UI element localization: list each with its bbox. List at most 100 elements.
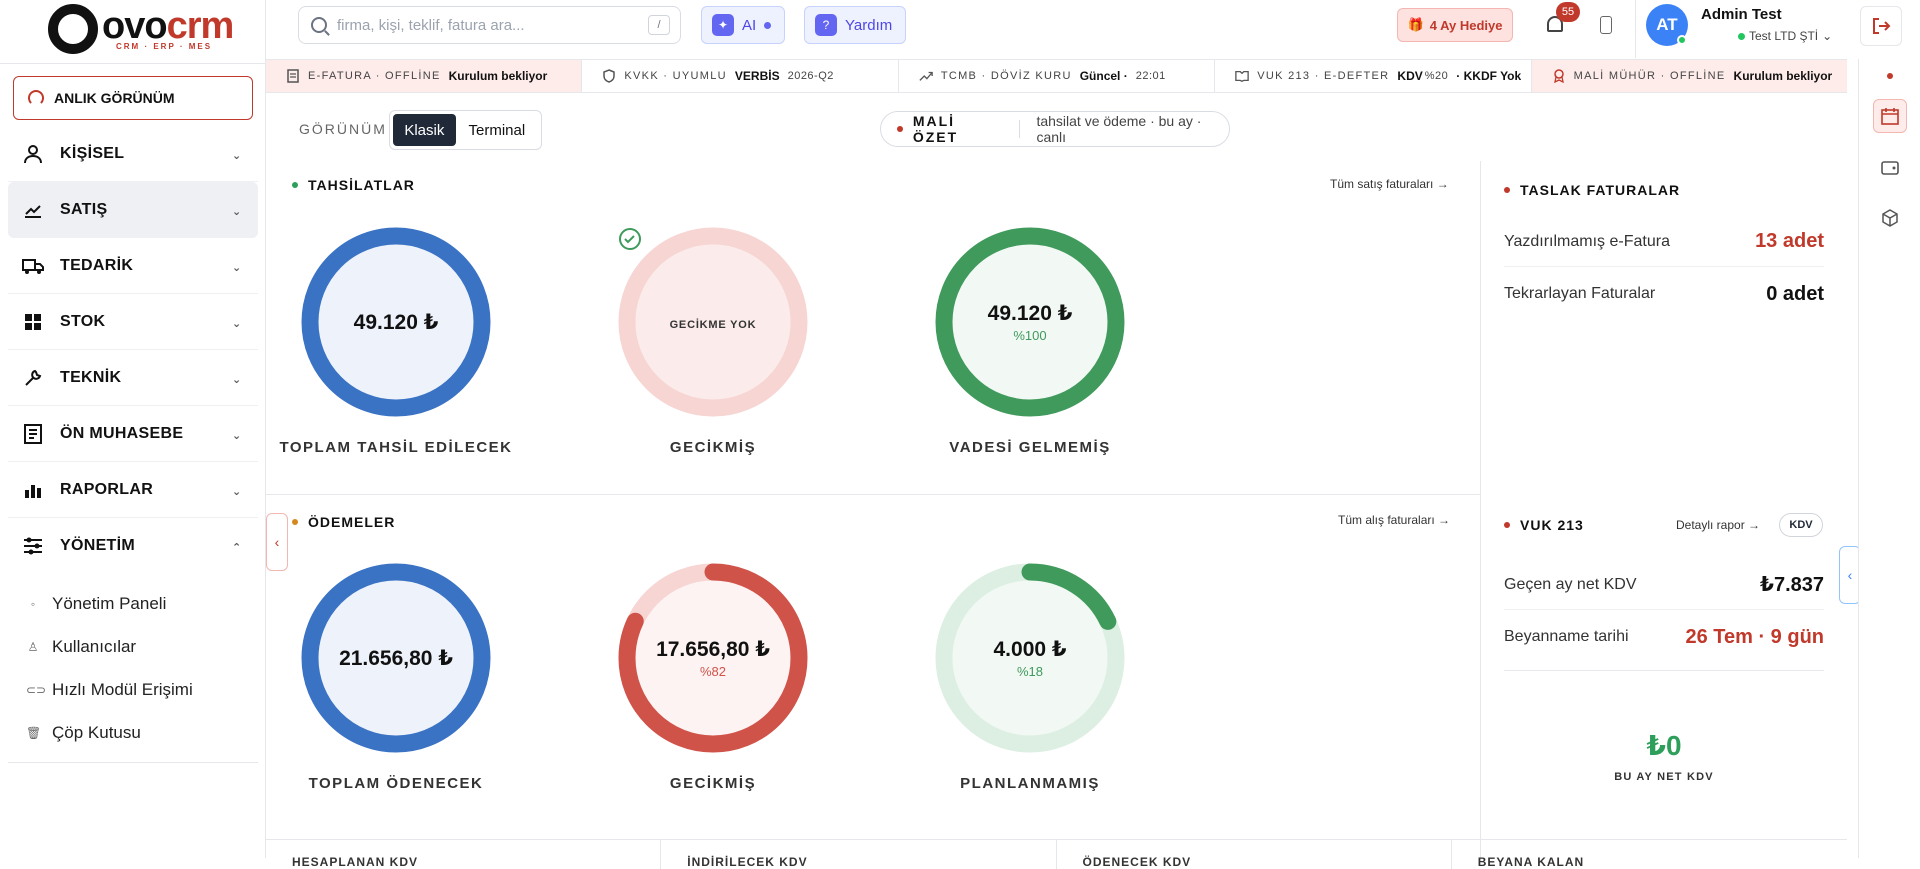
person-icon [22, 143, 44, 165]
online-status-dot [1677, 35, 1687, 45]
package-button[interactable] [1873, 201, 1907, 235]
donut-inner-fill [318, 244, 474, 400]
bar-chart-icon [22, 479, 44, 501]
chevron-left-icon: ‹ [274, 534, 280, 550]
help-label: Yardım [845, 16, 893, 34]
status-kvkk[interactable]: KVKK · UYUMLU VERBİS 2026-Q2 [582, 60, 899, 92]
search-box[interactable]: / [298, 6, 681, 44]
payments-title: ÖDEMELER [292, 514, 395, 530]
calendar-button[interactable] [1873, 99, 1907, 133]
sidebar-item-raporlar[interactable]: RAPORLAR ⌄ [8, 462, 258, 518]
brand-logo[interactable]: ovocrm CRM · ERP · MES [48, 2, 234, 58]
sidebar-item-on-muhasebe[interactable]: ÖN MUHASEBE ⌄ [8, 406, 258, 462]
ledger-icon [22, 423, 44, 445]
view-option-terminal[interactable]: Terminal [468, 121, 526, 139]
donut-chart[interactable]: 21.656,80 ₺ [301, 563, 491, 753]
donut-center: 49.120 ₺ [301, 227, 491, 417]
donut-label: PLANLANMAMIŞ [960, 775, 1100, 792]
donut-chart[interactable]: 17.656,80 ₺ %82 [618, 563, 808, 753]
donut-svg [935, 563, 1125, 753]
draft-row-unprinted[interactable]: Yazdırılmamış e-Fatura 13 adet [1504, 217, 1824, 267]
donut-svg [301, 227, 491, 417]
chevron-down-icon: ⌄ [232, 205, 242, 218]
sidebar-item-teknik[interactable]: TEKNİK ⌄ [8, 350, 258, 406]
donut-center: 49.120 ₺ %100 [935, 227, 1125, 417]
rail-indicator-dot [1887, 73, 1893, 79]
wallet-button[interactable] [1873, 151, 1907, 185]
sidebar-item-stok[interactable]: STOK ⌄ [8, 294, 258, 350]
submenu-item-yonetim-paneli[interactable]: ◦ Yönetim Paneli [8, 582, 258, 625]
sidebar-nav: KİŞİSEL ⌄ SATIŞ ⌄ TEDARİK ⌄ STOK ⌄ TEKNİ… [8, 126, 258, 763]
all-sales-invoices-link[interactable]: Tüm satış faturaları → [1330, 177, 1449, 191]
current-month-net-vat-label: BU AY NET KDV [1614, 771, 1714, 783]
donut-label: VADESİ GELMEMİŞ [949, 439, 1111, 456]
view-toggle: Klasik Terminal [389, 110, 542, 150]
quick-view-button[interactable]: ANLIK GÖRÜNÜM [13, 76, 253, 120]
sidebar-item-yonetim[interactable]: YÖNETİM ⌃ [8, 518, 258, 574]
help-button[interactable]: ? Yardım [804, 6, 906, 44]
donut-center: 4.000 ₺ %18 [935, 563, 1125, 753]
logo-wordmark: ovocrm [102, 5, 234, 47]
donut-track [301, 563, 491, 753]
status-mali-muhur[interactable]: MALİ MÜHÜR · OFFLİNE Kurulum bekliyor [1531, 60, 1848, 92]
toggle-icon: ⊂⊃ [26, 682, 47, 697]
seal-icon [1552, 69, 1566, 83]
search-input[interactable] [337, 16, 637, 34]
truck-icon [22, 255, 44, 277]
ai-button[interactable]: ✦ AI [701, 6, 785, 44]
donut-value: 21.656,80 ₺ [339, 646, 453, 670]
donut-chart[interactable]: 49.120 ₺ [301, 227, 491, 417]
logo-ring-icon [48, 4, 98, 54]
submenu-item-kullanicilar[interactable]: ♙ Kullanıcılar [27, 636, 137, 656]
summary-subtitle: tahsilat ve ödeme · bu ay · canlı [1036, 113, 1202, 145]
status-tcmb[interactable]: TCMB · DÖVİZ KURU Güncel · 22:01 [899, 60, 1216, 92]
gift-label: 4 Ay Hediye [1429, 17, 1503, 33]
logout-button[interactable] [1860, 6, 1902, 46]
submenu-item-hizli-modul[interactable]: ⊂⊃ Hızlı Modül Erişimi [26, 679, 193, 699]
vat-calculated-header: HESAPLANAN KDV [266, 840, 662, 869]
avatar[interactable]: AT [1646, 4, 1688, 46]
donut-value: 17.656,80 ₺ [656, 638, 770, 661]
draft-row-recurring[interactable]: Tekrarlayan Faturalar 0 adet [1504, 282, 1824, 305]
all-purchase-invoices-link[interactable]: Tüm alış faturaları → [1338, 513, 1451, 527]
donut-arc [618, 563, 808, 753]
yonetim-submenu: ◦ Yönetim Paneli ♙ Kullanıcılar ⊂⊃ Hızlı Mo… [8, 574, 258, 763]
dashboard-main: GÖRÜNÜM Klasik Terminal MALİ ÖZET tahsil… [266, 93, 1861, 869]
donut-label: TOPLAM TAHSİL EDİLECEK [279, 439, 513, 456]
sidebar-item-kisisel[interactable]: KİŞİSEL ⌄ [8, 126, 258, 182]
donut-svg [935, 227, 1125, 417]
vat-deductible-header: İNDİRİLECEK KDV [661, 840, 1057, 869]
donut-label: TOPLAM ÖDENECEK [308, 775, 484, 792]
status-efatura[interactable]: E-FATURA · OFFLİNE Kurulum bekliyor [266, 60, 583, 92]
search-shortcut-key: / [648, 15, 670, 35]
donut-chart[interactable]: 49.120 ₺ %100 [935, 227, 1125, 417]
chart-line-icon [22, 199, 44, 221]
shield-icon [602, 69, 616, 83]
notifications-button[interactable]: 55 [1544, 2, 1580, 40]
chevron-up-icon: ⌃ [232, 542, 242, 554]
donut-center: 17.656,80 ₺ %82 [618, 563, 808, 753]
calendar-icon [1881, 108, 1899, 125]
trash-icon: 🗑 [26, 725, 42, 740]
right-rail [1858, 59, 1920, 858]
kdv-tag[interactable]: KDV [1779, 513, 1823, 537]
donut-inner-fill [635, 244, 791, 400]
current-month-net-vat: ₺0 [1646, 730, 1682, 761]
status-vuk[interactable]: VUK 213 · E-DEFTER KDV %20 · KKDF Yok [1215, 60, 1532, 92]
submenu-item-cop-kutusu[interactable]: 🗑 Çöp Kutusu [26, 722, 141, 742]
sparkle-icon: ✦ [712, 14, 734, 36]
sidebar-item-satis[interactable]: SATIŞ ⌄ [8, 182, 258, 238]
donut-percent: %18 [1016, 664, 1044, 679]
view-option-classic[interactable]: Klasik [393, 114, 456, 146]
donut-chart[interactable]: GECİKME YOK [618, 227, 808, 417]
donut-chart[interactable]: 4.000 ₺ %18 [935, 563, 1125, 753]
mobile-icon[interactable] [1600, 16, 1612, 34]
sidebar-item-tedarik[interactable]: TEDARİK ⌄ [8, 238, 258, 294]
donut-inner-fill [952, 244, 1108, 400]
logo-tagline: CRM · ERP · MES [116, 42, 213, 51]
gift-button[interactable]: 🎁 4 Ay Hediye [1397, 8, 1513, 42]
package-icon [1882, 209, 1898, 227]
company-selector[interactable]: Test LTD ŞTİ ⌄ [1738, 29, 1832, 43]
detailed-report-link[interactable]: Detaylı rapor → [1676, 518, 1761, 532]
collapse-sidebar-handle[interactable]: ‹ [266, 513, 288, 571]
